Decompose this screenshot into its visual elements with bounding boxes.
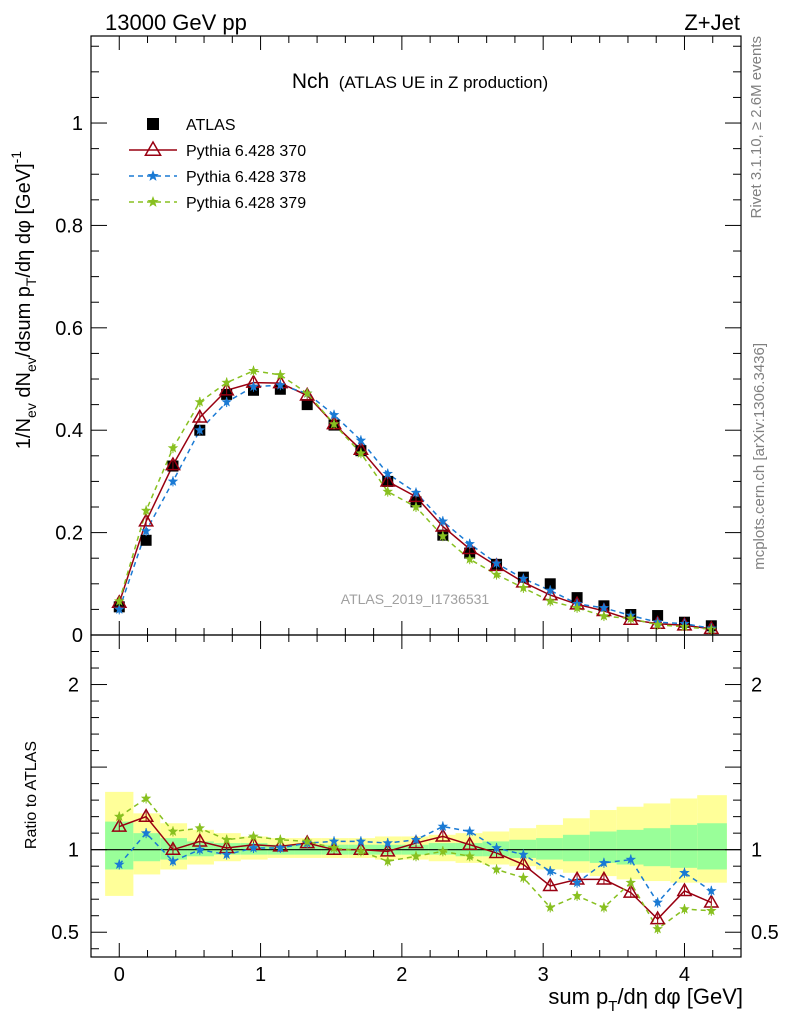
plot-frames (90, 35, 742, 958)
main-point-0 (301, 399, 313, 411)
tick-label: 1 (68, 840, 79, 862)
inner-band-bin (697, 823, 727, 870)
ratio-y-axis-label: Ratio to ATLAS (23, 741, 40, 849)
legend-marker (147, 118, 159, 130)
watermark-label: ATLAS_2019_I1736531 (341, 591, 490, 607)
series-markers (111, 365, 720, 934)
rivet-label: Rivet 3.1.10, ≥ 2.6M events (748, 36, 765, 219)
main-point-0 (140, 534, 152, 546)
legend-marker (147, 196, 159, 207)
inner-band-bin (643, 828, 671, 867)
energy-label: 13000 GeV pp (105, 10, 247, 35)
inner-band-bin (536, 838, 563, 860)
x-axis-label: sum pT/dη dφ [GeV] (548, 984, 743, 1015)
tick-label: 0.4 (55, 420, 83, 442)
tick-label: 3 (538, 964, 549, 986)
ratio-frame (90, 634, 742, 958)
tick-label: 0 (114, 964, 125, 986)
tick-label: 2 (68, 675, 79, 697)
tick-label: 0.5 (751, 922, 779, 944)
tick-label: 4 (679, 964, 690, 986)
subtitle-text: (ATLAS UE in Z production) (339, 73, 548, 92)
legend: ATLAS Pythia 6.428 370 Pythia 6.428 378 Pyt… (129, 117, 306, 212)
axis-ticks: 0 1 2 3 4 0 0.2 0.4 0.6 0.8 1 0.5 0.5 1 1 2 2 (51, 36, 779, 986)
inner-band-bin (589, 831, 617, 863)
inner-band-bin (670, 824, 698, 868)
legend-label: ATLAS (186, 117, 236, 134)
mcplots-label: mcplots.cern.ch [arXiv:1306.3436] (751, 343, 768, 570)
legend-marker (144, 140, 162, 156)
tick-label: 0.6 (55, 318, 83, 340)
tick-label: 1 (751, 840, 762, 862)
tick-label: 1 (72, 113, 83, 135)
inner-band-bin (562, 834, 590, 862)
tick-label: 0 (72, 625, 83, 647)
tick-label: 2 (396, 964, 407, 986)
legend-label: Pythia 6.428 379 (186, 195, 306, 212)
tick-label: 1 (255, 964, 266, 986)
legend-label: Pythia 6.428 378 (186, 169, 306, 186)
tick-label: 0.5 (51, 922, 79, 944)
tick-label: 0.8 (55, 215, 83, 237)
main-y-axis-label: 1/Nev dNev/dsum pT/dη dφ [GeV]-1 (8, 151, 39, 449)
tick-label: 2 (751, 675, 762, 697)
tick-label: 0.2 (55, 523, 83, 545)
legend-label: Pythia 6.428 370 (186, 143, 306, 160)
main-title: Nch (ATLAS UE in Z production) (292, 70, 548, 93)
main-point-0 (544, 578, 556, 590)
legend-marker (147, 170, 159, 181)
inner-band-bin (133, 833, 161, 862)
title-text: Nch (292, 70, 329, 93)
process-label: Z+Jet (684, 10, 740, 35)
inner-band-bin (213, 843, 241, 855)
